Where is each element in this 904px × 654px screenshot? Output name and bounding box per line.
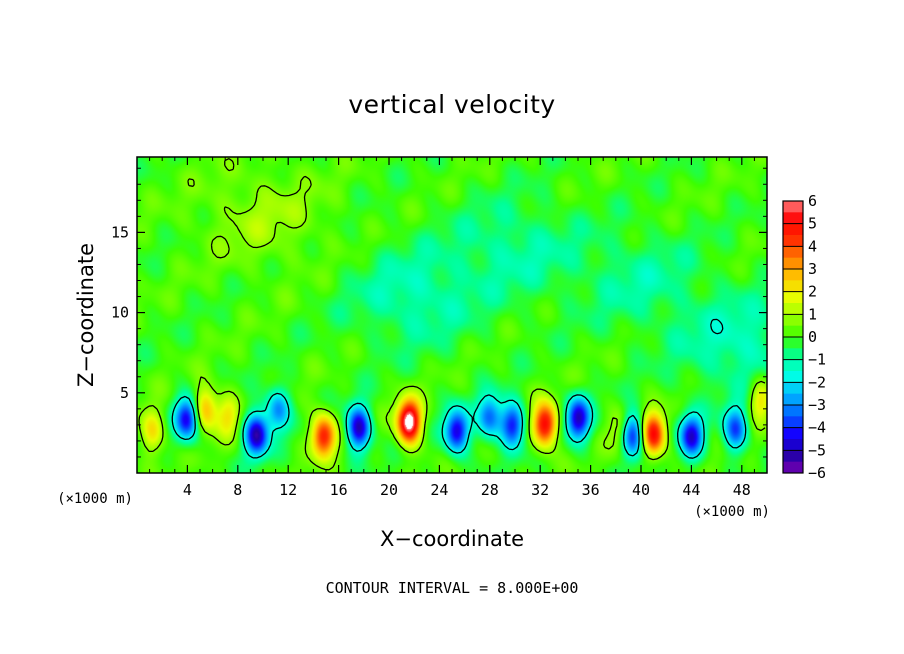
colorbar-swatch [783,337,803,349]
colorbar-tick-label: −2 [808,373,826,391]
colorbar-tick-label: −4 [808,419,826,437]
colorbar-swatch [783,291,803,304]
y-tick-label: 5 [120,384,129,402]
velocity-field-image [137,157,767,473]
x-tick-label: 32 [531,481,549,499]
colorbar-tick-label: −1 [808,351,826,369]
x-tick-label: 44 [682,481,700,499]
colorbar-swatch [783,257,803,270]
x-unit-right: (×1000 m) [694,504,770,520]
y-axis-label: Z−coordinate [74,243,98,387]
colorbar-tick-label: 2 [808,283,817,301]
colorbar-tick-label: 1 [808,305,817,323]
colorbar-swatch [783,461,803,474]
x-tick-label: 24 [430,481,448,499]
colorbar-swatch [783,439,803,451]
colorbar-swatch [783,359,803,372]
y-tick-label: 15 [111,223,129,241]
x-tick-label: 40 [632,481,650,499]
x-tick-label: 12 [279,481,297,499]
colorbar-swatch [783,427,803,440]
colorbar-swatch [783,325,803,338]
chart-title: vertical velocity [348,90,555,119]
colorbar-tick-label: −6 [808,464,826,482]
y-tick-label: 10 [111,304,129,322]
colorbar-tick-label: −5 [808,441,826,459]
x-tick-label: 20 [380,481,398,499]
x-tick-label: 36 [582,481,600,499]
colorbar-swatch [783,223,803,236]
colorbar-swatch [783,235,803,247]
x-unit-left: (×1000 m) [57,491,133,507]
x-tick-label: 28 [481,481,499,499]
colorbar-swatch [783,246,803,259]
colorbar-swatch [783,450,803,463]
colorbar-tick-label: 6 [808,192,817,210]
colorbar-swatch [783,382,803,395]
colorbar-tick-label: −3 [808,396,826,414]
x-tick-label: 48 [733,481,751,499]
x-axis-label: X−coordinate [380,527,524,551]
colorbar-swatch [783,348,803,361]
x-tick-label: 16 [330,481,348,499]
colorbar-tick-label: 4 [808,237,817,255]
colorbar-tick-label: 3 [808,260,817,278]
x-tick-label: 4 [183,481,192,499]
colorbar-swatch [783,201,803,213]
colorbar-swatch [783,212,803,225]
colorbar-tick-label: 5 [808,215,817,233]
contour-line-0 [171,318,747,459]
colorbar-swatch [783,280,803,293]
colorbar-swatch [783,371,803,383]
colorbar-swatch [783,393,803,406]
colorbar-swatch [783,303,803,315]
colorbar-tick-label: 0 [808,328,817,346]
colorbar-swatch [783,405,803,417]
colorbar: 6 5 4 3 2 1 0 −1 −2 −3 −4 −5 −6 [782,192,826,482]
colorbar-swatch [783,416,803,429]
colorbar-swatch [783,269,803,281]
colorbar-swatch [783,314,803,327]
contour-interval-label: CONTOUR INTERVAL = 8.000E+00 [326,579,579,597]
x-tick-label: 8 [233,481,242,499]
